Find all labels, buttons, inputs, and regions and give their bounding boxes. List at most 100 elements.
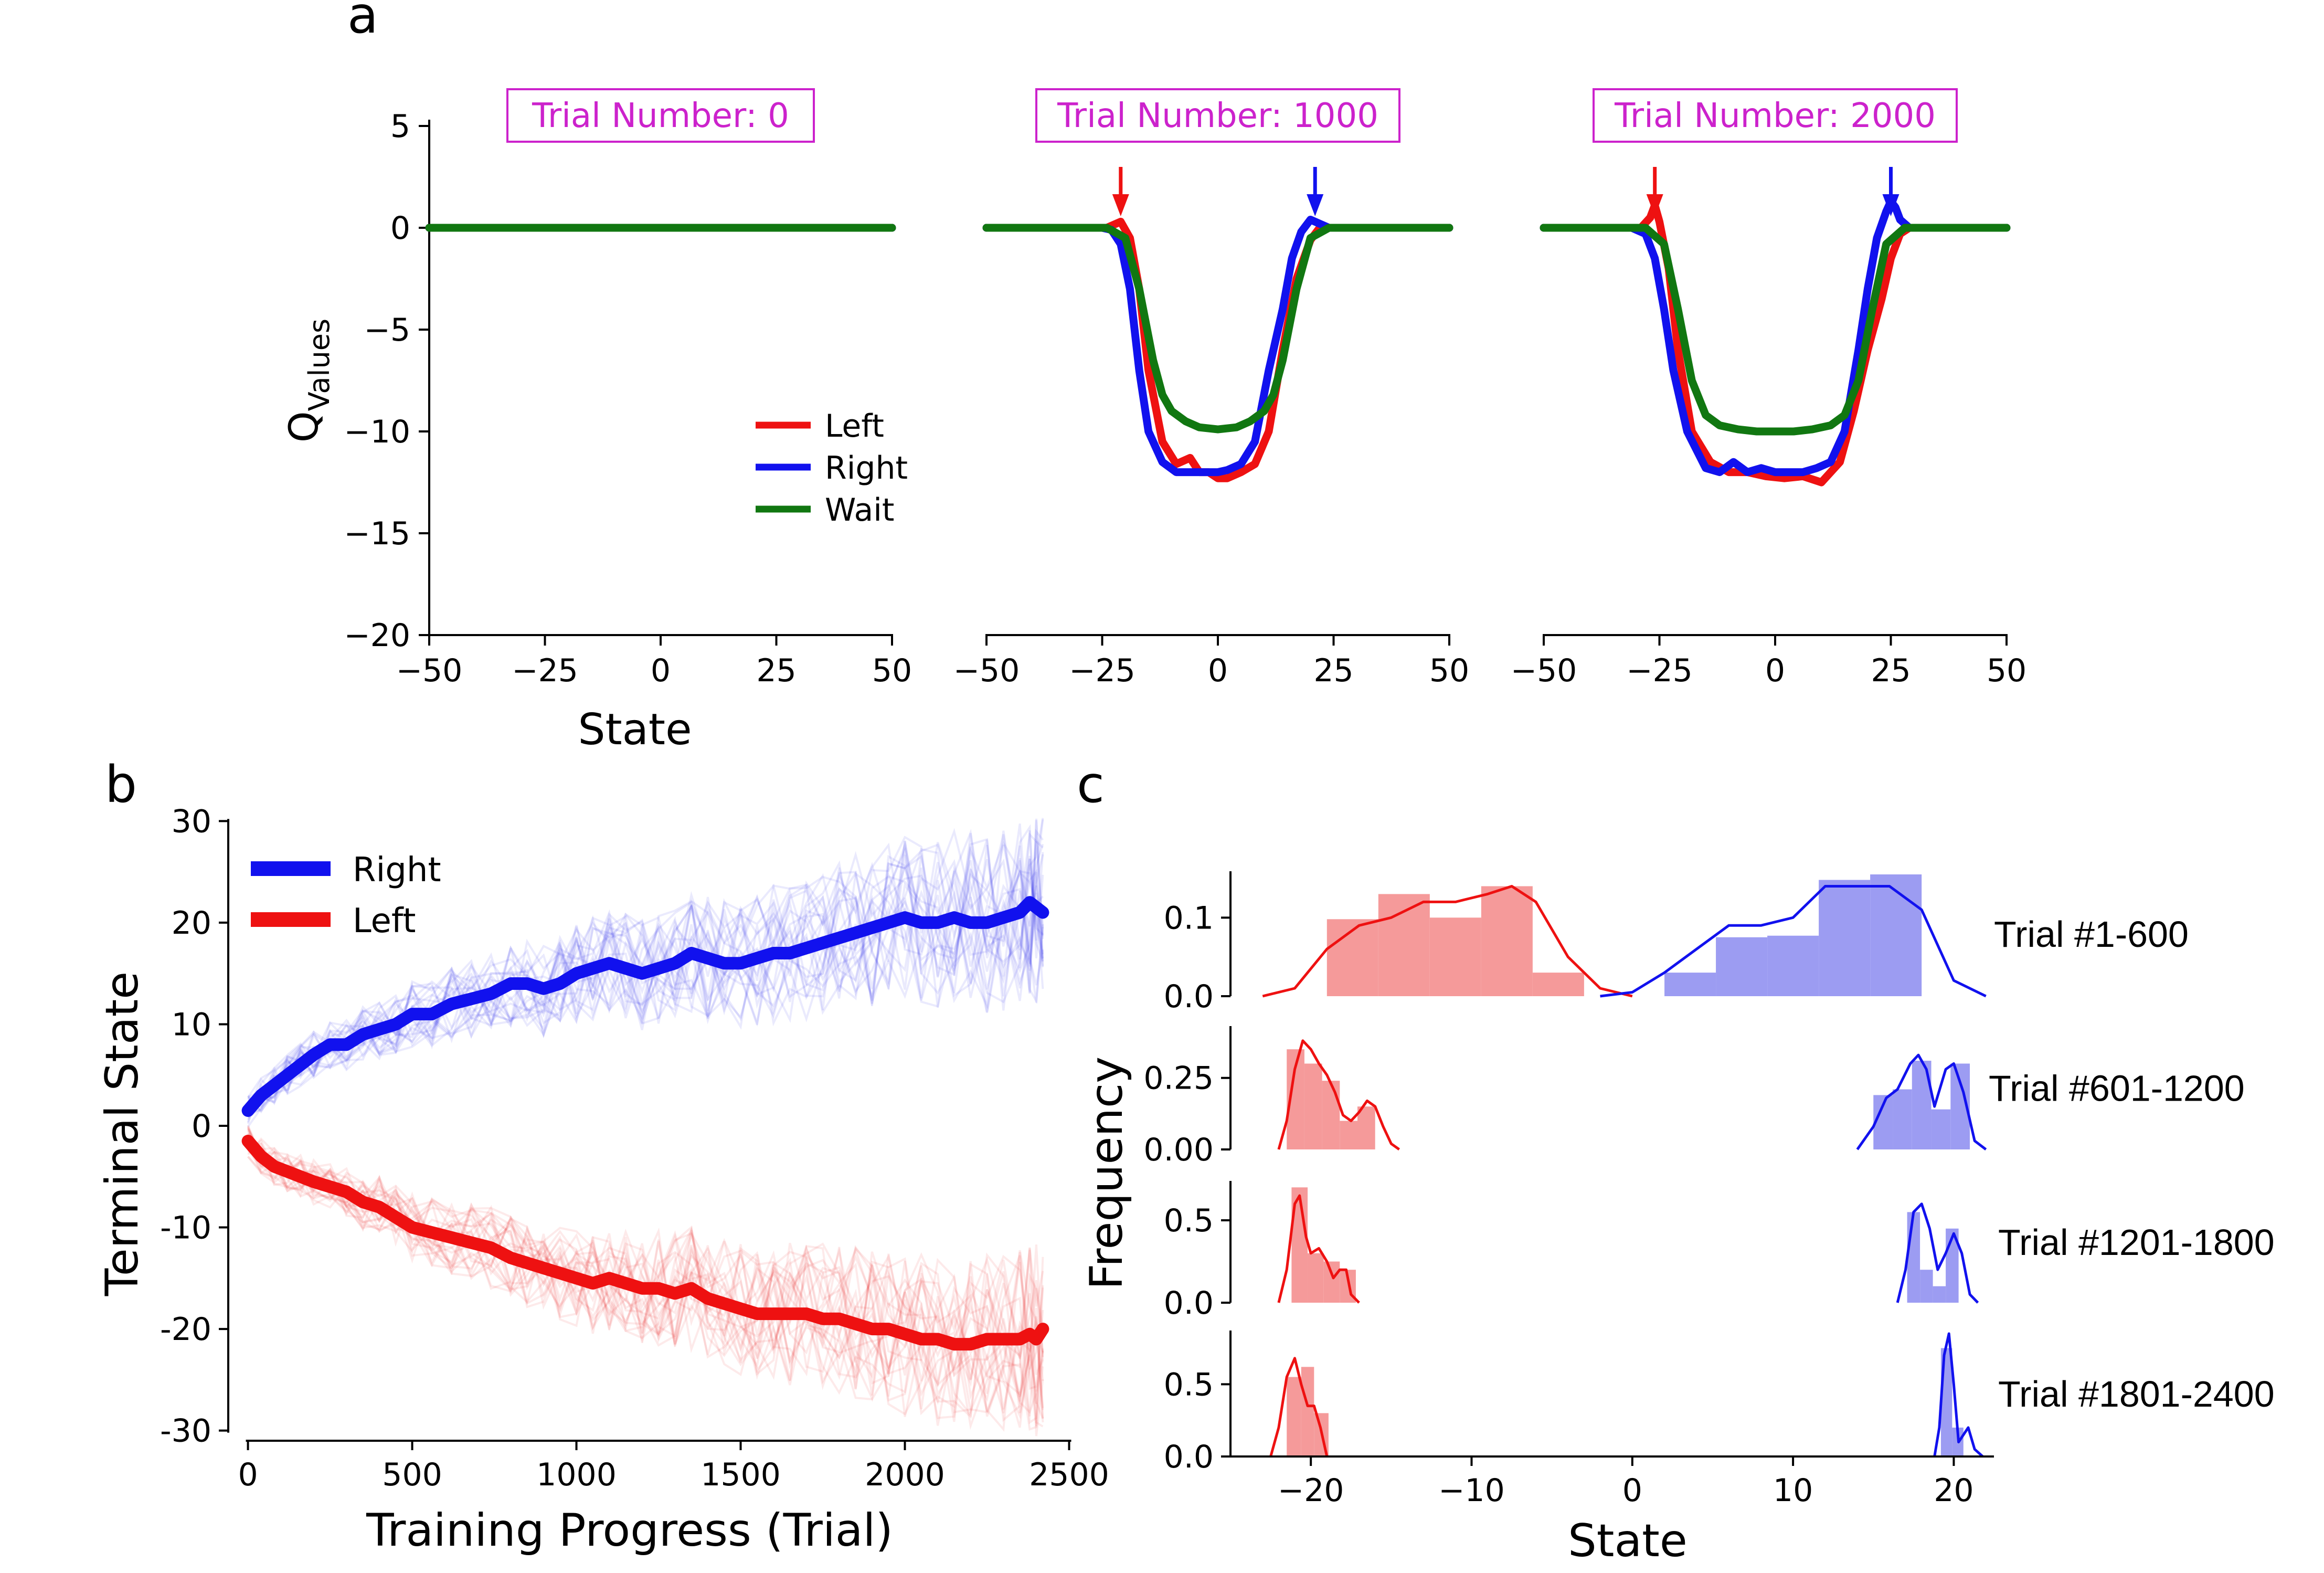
panel-c-bar (1716, 937, 1768, 996)
panel-b: 30 20 10 0 -10 -20 -30 0 500 1000 1500 2000 2500 Trai… (96, 803, 1109, 1557)
panel-b-ytick-label: 10 (172, 1006, 211, 1043)
panel-a-ytick-label: 5 (390, 108, 410, 145)
panel-a-legend: Left Right Wait (756, 408, 908, 529)
panel-c-xtick-label: −20 (1278, 1472, 1344, 1509)
panel-c-xtick-label: 10 (1773, 1472, 1813, 1509)
panel-c-bar (1767, 935, 1819, 996)
panel-b-legend: Right Left (251, 851, 441, 941)
panel-label-b: b (105, 755, 137, 814)
panel-a-xtick-label: 50 (1987, 652, 2026, 689)
panel-b-trace (247, 839, 1044, 1113)
panel-b-xtick-label: 2500 (1029, 1456, 1109, 1493)
panel-a-xlabel: State (578, 705, 692, 755)
panel-b-trace (247, 841, 1044, 1114)
panel-a-arrow-head (1307, 194, 1324, 216)
panel-b-trace (247, 1146, 1044, 1419)
panel-label-c: c (1077, 755, 1105, 814)
panel-b-trace (247, 832, 1044, 1123)
panel-c-ytick-label: 0.5 (1164, 1202, 1214, 1239)
panel-a-title: Trial Number: 0 (532, 97, 789, 135)
panel-b-xtick-label: 0 (238, 1456, 258, 1493)
panel-c-ytick-label: 0.1 (1164, 900, 1214, 936)
panel-c-xtick-label: 20 (1934, 1472, 1973, 1509)
panel-b-traces-left (247, 1125, 1044, 1437)
panel-c: 0.0 0.1 Trial #1-600 0.000.25 Trial #601-120… (1080, 871, 2275, 1567)
panel-b-trace (247, 843, 1044, 1107)
panel-a-title-box (506, 88, 815, 143)
panel-a-xtick-label: −50 (1511, 652, 1577, 689)
panel-b-ytick-label: 0 (192, 1108, 211, 1145)
panel-c-kde (1896, 1202, 1979, 1304)
panel-c-ytick-label: 0.25 (1143, 1060, 1214, 1097)
panel-a-title: Trial Number: 2000 (1614, 97, 1936, 135)
panel-b-ytick-label: -20 (160, 1311, 211, 1348)
panel-b-ytick-label: 30 (172, 803, 211, 840)
panel-c-kde (1269, 1357, 1329, 1457)
panel-label-a: a (347, 0, 378, 45)
panel-c-row-label: Trial #1801-2400 (1998, 1374, 2275, 1414)
panel-b-trace (247, 1128, 1044, 1424)
panel-c-ytick-label: 0.0 (1164, 1285, 1214, 1322)
panel-a-subplot-1: −50 −25 0 25 50 Trial Number: 1000 (953, 88, 1469, 689)
panel-a-ytick-label: −10 (344, 414, 410, 450)
panel-c-xlabel: State (1568, 1515, 1688, 1567)
panel-c-bar (1893, 1089, 1912, 1149)
panel-b-trace (247, 840, 1044, 1110)
panel-a-ylabel-sub: Values (303, 319, 336, 411)
panel-c-bar (1322, 1081, 1340, 1149)
panel-a-legend-label: Left (825, 408, 884, 445)
panel-c-bar (1301, 1367, 1314, 1456)
panel-a-arrow-head (1112, 194, 1129, 216)
panel-b-xtick-label: 1000 (536, 1456, 617, 1493)
panel-b-ytick-label: -30 (160, 1413, 211, 1450)
panel-c-bar (1378, 894, 1430, 996)
panel-a-legend-label: Wait (825, 492, 894, 529)
panel-c-xtick-label: 0 (1622, 1472, 1642, 1509)
panel-c-kde (1600, 885, 1987, 998)
panel-c-bar (1304, 1063, 1322, 1149)
panel-c-bar (1920, 1270, 1933, 1303)
panel-b-xlabel: Training Progress (Trial) (366, 1504, 893, 1557)
panel-b-mean-line-left (241, 1135, 1049, 1351)
panel-b-ytick-label: 20 (172, 905, 211, 942)
panel-c-bar (1819, 880, 1871, 996)
panel-c-bar (1481, 886, 1533, 996)
panel-a-xtick-label: −25 (1626, 652, 1693, 689)
panel-a-xtick-label: 25 (1871, 652, 1911, 689)
panel-b-trace (248, 1142, 1044, 1412)
panel-b-trace (247, 1146, 1044, 1413)
panel-a-line-left (982, 217, 1453, 482)
panel-b-trace (247, 1146, 1044, 1437)
panel-b-mean-line-right (241, 896, 1049, 1117)
panel-c-bar (1931, 1109, 1951, 1149)
panel-a-title: Trial Number: 1000 (1057, 97, 1378, 135)
panel-a-xtick-label: 0 (1208, 652, 1228, 689)
panel-a-ytick-label: 0 (390, 210, 410, 247)
panel-b-trace (247, 829, 1044, 1099)
panel-c-bar (1664, 973, 1716, 996)
panel-a-xtick-label: 0 (651, 652, 671, 689)
panel-c-row-1: 0.00 0.25 Trial #601-1200 (1143, 1026, 2245, 1168)
panel-c-ytick-label: 0.0 (1164, 978, 1214, 1015)
panel-a-xtick-label: 50 (872, 652, 912, 689)
panel-c-bar (1287, 1377, 1301, 1456)
panel-a-ylabel: QValues (280, 319, 336, 442)
panel-c-bar (1429, 917, 1481, 996)
panel-b-trace (248, 1146, 1044, 1418)
panel-c-kde (1933, 1332, 1984, 1458)
panel-a-arrow-head (1646, 194, 1663, 216)
panel-b-trace (247, 840, 1044, 1114)
panel-c-kde (1262, 885, 1633, 998)
panel-a-xtick-label: 25 (756, 652, 796, 689)
panel-b-trace (247, 1132, 1044, 1413)
panel-c-row-3: 0.0 0.5 Trial #1801-2400 (1164, 1331, 2275, 1475)
panel-a-arrow-head (1882, 194, 1899, 216)
panel-c-ytick-label: 0.0 (1164, 1439, 1214, 1475)
panel-c-bar (1907, 1212, 1920, 1303)
panel-a-xtick-label: −50 (953, 652, 1020, 689)
panel-c-row-label: Trial #1-600 (1994, 914, 2189, 955)
panel-a-ylabel-main: Q (280, 411, 327, 442)
panel-a-title-box (1035, 88, 1400, 143)
